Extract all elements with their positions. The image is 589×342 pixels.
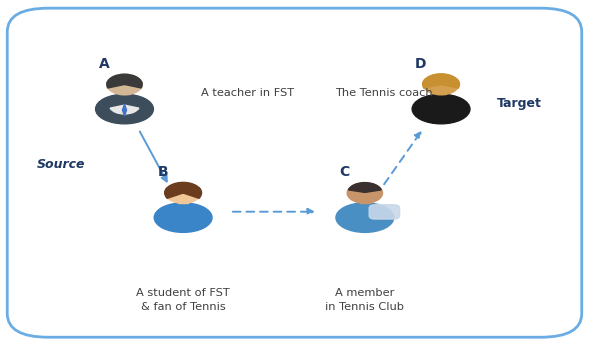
Ellipse shape	[154, 203, 212, 232]
Circle shape	[423, 74, 459, 95]
Wedge shape	[183, 188, 201, 198]
Wedge shape	[107, 74, 142, 84]
Wedge shape	[349, 183, 381, 193]
Bar	[178, 197, 188, 203]
Ellipse shape	[95, 94, 153, 124]
FancyBboxPatch shape	[7, 8, 582, 337]
Text: The Tennis coach: The Tennis coach	[336, 88, 433, 98]
Text: Target: Target	[497, 97, 542, 110]
Polygon shape	[123, 104, 127, 116]
FancyBboxPatch shape	[369, 205, 399, 219]
Ellipse shape	[336, 203, 394, 232]
Wedge shape	[110, 105, 139, 114]
Text: Source: Source	[37, 158, 85, 171]
Circle shape	[107, 74, 142, 95]
Circle shape	[347, 183, 382, 203]
Text: B: B	[157, 165, 168, 179]
Text: D: D	[415, 57, 426, 71]
Ellipse shape	[412, 94, 470, 124]
Wedge shape	[124, 83, 142, 88]
Circle shape	[166, 183, 201, 203]
Text: A member
in Tennis Club: A member in Tennis Club	[325, 288, 404, 312]
Text: A: A	[98, 57, 110, 71]
Wedge shape	[165, 188, 183, 198]
Wedge shape	[423, 74, 459, 84]
Text: A student of FST
& fan of Tennis: A student of FST & fan of Tennis	[136, 288, 230, 312]
Wedge shape	[441, 79, 459, 88]
Wedge shape	[423, 79, 441, 88]
Wedge shape	[165, 182, 201, 193]
Text: A teacher in FST: A teacher in FST	[201, 88, 294, 98]
Bar	[360, 197, 370, 203]
Bar	[436, 89, 446, 94]
Wedge shape	[107, 83, 124, 88]
Text: C: C	[339, 165, 349, 179]
Bar	[120, 88, 130, 94]
